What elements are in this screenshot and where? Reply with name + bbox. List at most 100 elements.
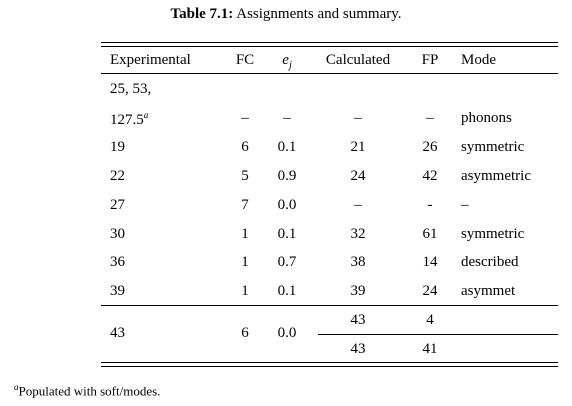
row-6-fp-text: 14	[422, 254, 438, 270]
row-3-fp: 42	[423, 169, 438, 184]
row-6-mode: described	[461, 255, 518, 270]
top-rule-2	[101, 46, 558, 47]
row-3-ej: 0.9	[278, 169, 297, 184]
header-fc: FC	[235, 52, 255, 68]
last-calc-1: 43	[350, 312, 366, 328]
row-7-mode-text: asymmet	[461, 283, 516, 299]
row-1-footnote-mark: a	[143, 110, 149, 120]
row-2-fc-text: 6	[241, 139, 249, 155]
row-4-ej: 0.0	[278, 198, 297, 213]
last-fp-1: 4	[426, 312, 434, 328]
row-1-experimental: 127.5a	[110, 111, 148, 128]
row-3-calculated: 24	[351, 169, 366, 184]
row-2-calculated-text: 21	[350, 139, 366, 155]
caption-number: Table 7.1:	[170, 6, 234, 22]
row-4-mode: –	[461, 198, 469, 213]
row-2-mode-text: symmetric	[461, 139, 525, 155]
header-ej-sub: j	[288, 60, 292, 71]
row-2-experimental: 19	[110, 140, 125, 155]
header-experimental: Experimental	[110, 52, 191, 68]
row-7-fp-text: 24	[422, 283, 438, 299]
row-2-experimental-text: 19	[110, 139, 125, 155]
row-1-ej-text: –	[283, 110, 291, 126]
row-6-fc: 1	[241, 255, 249, 270]
row-1-fc-text: –	[241, 110, 249, 126]
row-1-fp-text: –	[426, 110, 434, 126]
row-5-mode-text: symmetric	[461, 226, 525, 242]
caption-text: Assignments and summary.	[236, 6, 402, 22]
row-6-mode-text: described	[461, 254, 519, 270]
row-7-ej-text: 0.1	[277, 283, 297, 299]
row-7-mode: asymmet	[461, 284, 515, 299]
row-1-ej: –	[283, 111, 291, 126]
last-fc: 6	[241, 325, 249, 341]
row-5-fc: 1	[241, 227, 249, 242]
row-3-experimental: 22	[110, 169, 125, 184]
last-experimental: 43	[110, 325, 125, 341]
row-4-fp: -	[428, 198, 433, 213]
row-5-ej: 0.1	[278, 227, 297, 242]
row-6-experimental-text: 36	[110, 254, 125, 270]
row-3-fc: 5	[241, 169, 249, 184]
row-2-calculated: 21	[351, 140, 366, 155]
row-1-calculated: –	[354, 111, 362, 126]
row-1-fp: –	[426, 111, 434, 126]
row-1-experimental-text: 127.5	[110, 112, 144, 128]
row-3-fc-text: 5	[241, 168, 249, 184]
row-2-mode: symmetric	[461, 140, 524, 155]
row-1-fc: –	[241, 111, 249, 126]
row-6-ej: 0.7	[278, 255, 297, 270]
bottom-rule-1	[101, 362, 558, 363]
row-6-calculated-text: 38	[350, 254, 366, 270]
row-4-fc-text: 7	[241, 197, 249, 213]
footnote-text: Populated with soft/modes.	[18, 383, 161, 399]
row-4-experimental-text: 27	[110, 197, 125, 213]
row-5-calculated-text: 32	[350, 226, 366, 242]
row-6-calculated: 38	[351, 255, 366, 270]
row-0-experimental: 25, 53,	[110, 82, 151, 97]
row-5-calculated: 32	[351, 227, 366, 242]
row-5-experimental-text: 30	[110, 226, 125, 242]
last-ej: 0.0	[277, 325, 297, 341]
row-5-fp: 61	[423, 227, 438, 242]
row-7-ej: 0.1	[278, 284, 297, 299]
row-2-fp: 26	[423, 140, 438, 155]
row-1-mode: phonons	[461, 111, 512, 126]
footnote: aPopulated with soft/modes.	[14, 382, 160, 399]
last-fp-2: 41	[422, 341, 438, 357]
row-2-ej: 0.1	[278, 140, 297, 155]
row-7-fp: 24	[423, 284, 438, 299]
subgroup-rule	[318, 334, 558, 335]
row-0-experimental-text: 25, 53,	[110, 81, 152, 97]
row-6-experimental: 36	[110, 255, 125, 270]
row-7-fc: 1	[241, 284, 249, 299]
row-4-ej-text: 0.0	[277, 197, 297, 213]
row-1-mode-text: phonons	[461, 110, 512, 126]
row-7-calculated: 39	[351, 284, 366, 299]
row-4-fc: 7	[241, 198, 249, 213]
row-7-experimental: 39	[110, 284, 125, 299]
row-3-calculated-text: 24	[350, 168, 366, 184]
group-rule	[101, 305, 558, 306]
row-2-ej-text: 0.1	[277, 139, 297, 155]
row-4-experimental: 27	[110, 198, 125, 213]
row-6-ej-text: 0.7	[277, 254, 297, 270]
top-rule-1	[101, 42, 558, 43]
header-calculated: Calculated	[325, 52, 391, 68]
row-1-calculated-text: –	[354, 110, 362, 126]
row-3-ej-text: 0.9	[277, 168, 297, 184]
row-3-mode: asymmetric	[461, 169, 531, 184]
row-6-fc-text: 1	[241, 254, 249, 270]
row-3-fp-text: 42	[422, 168, 438, 184]
row-5-experimental: 30	[110, 227, 125, 242]
row-7-experimental-text: 39	[110, 283, 125, 299]
row-4-fp-text: -	[427, 197, 433, 213]
row-6-fp: 14	[423, 255, 438, 270]
row-2-fc: 6	[241, 140, 249, 155]
header-mode: Mode	[461, 52, 496, 68]
table-caption: Table 7.1: Assignments and summary.	[0, 6, 572, 23]
row-3-experimental-text: 22	[110, 168, 125, 184]
row-2-fp-text: 26	[422, 139, 438, 155]
footnote-mark: a	[14, 382, 19, 392]
header-ej: ej	[282, 53, 291, 71]
